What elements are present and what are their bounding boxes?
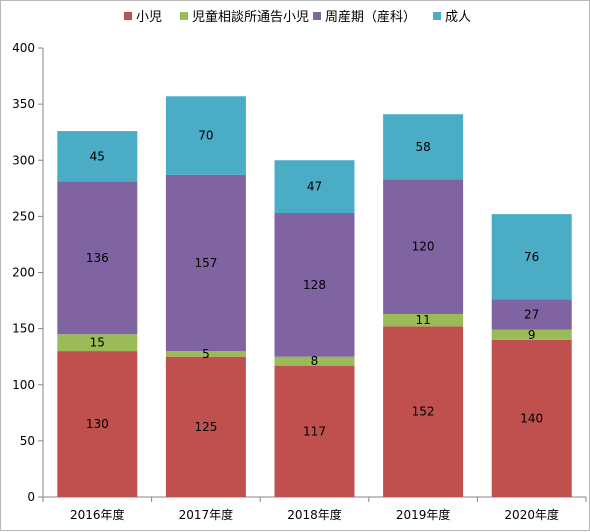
data-label: 45 bbox=[90, 149, 105, 163]
bar-segment bbox=[274, 160, 355, 214]
legend-swatch bbox=[124, 12, 132, 20]
y-tick-label: 400 bbox=[12, 41, 35, 55]
bar-segment bbox=[274, 365, 355, 497]
y-tick-label: 350 bbox=[12, 97, 35, 111]
legend-label: 成人 bbox=[445, 10, 471, 25]
data-label: 130 bbox=[86, 417, 109, 431]
bar-segment bbox=[491, 214, 572, 300]
bars bbox=[57, 96, 572, 497]
data-label: 120 bbox=[412, 240, 435, 254]
bar-segment bbox=[165, 174, 246, 352]
data-label: 136 bbox=[86, 251, 109, 265]
data-label: 58 bbox=[415, 140, 430, 154]
y-tick-label: 200 bbox=[12, 266, 35, 280]
bar-segment bbox=[165, 356, 246, 497]
data-label: 117 bbox=[303, 424, 326, 438]
legend-swatch bbox=[313, 12, 321, 20]
x-tick-label: 2017年度 bbox=[179, 507, 234, 522]
bar-segment bbox=[491, 329, 572, 340]
data-labels: 130 15 136 45 125 5 157 70 117 8 128 47 152 11 120 58 14… bbox=[86, 129, 543, 439]
y-tick-label: 250 bbox=[12, 209, 35, 223]
x-tick-label: 2020年度 bbox=[504, 507, 559, 522]
data-label: 9 bbox=[528, 328, 536, 342]
data-label: 5 bbox=[202, 347, 210, 361]
y-tick-label: 50 bbox=[20, 434, 35, 448]
data-label: 27 bbox=[524, 308, 539, 322]
bar-segment bbox=[491, 339, 572, 497]
data-label: 125 bbox=[194, 420, 217, 434]
data-label: 11 bbox=[415, 313, 430, 327]
data-label: 70 bbox=[198, 129, 213, 143]
legend-label: 周産期（産科） bbox=[325, 9, 416, 25]
y-tick-label: 100 bbox=[12, 378, 35, 392]
bar-segment bbox=[274, 213, 355, 357]
data-label: 152 bbox=[412, 405, 435, 419]
bar-segment bbox=[383, 326, 464, 497]
legend-label: 児童相談所通告小児 bbox=[192, 9, 309, 25]
y-tick-label: 150 bbox=[12, 322, 35, 336]
legend-label: 小児 bbox=[136, 10, 162, 25]
data-label: 15 bbox=[90, 336, 105, 350]
bar-segment bbox=[57, 181, 138, 335]
data-label: 157 bbox=[194, 256, 217, 270]
bar-segment bbox=[57, 334, 138, 352]
bar-segment bbox=[165, 96, 246, 175]
y-tick-label: 0 bbox=[27, 490, 35, 504]
x-tick-label: 2018年度 bbox=[287, 507, 342, 522]
data-label: 47 bbox=[307, 180, 322, 194]
bar-segment bbox=[491, 299, 572, 330]
bar-segment bbox=[274, 356, 355, 366]
data-label: 128 bbox=[303, 278, 326, 292]
legend-swatch bbox=[180, 12, 188, 20]
bar-segment bbox=[57, 351, 138, 497]
data-label: 8 bbox=[311, 354, 319, 368]
bar-segment bbox=[383, 114, 464, 180]
axes: 0 50 100 150 200 250 300 350 400 2016年度 2017年度 2018… bbox=[12, 41, 587, 522]
bar-segment bbox=[383, 179, 464, 315]
bar-segment bbox=[57, 131, 138, 182]
x-tick-label: 2016年度 bbox=[70, 507, 125, 522]
data-label: 76 bbox=[524, 250, 539, 264]
x-tick-label: 2019年度 bbox=[396, 507, 451, 522]
y-tick-label: 300 bbox=[12, 153, 35, 167]
legend-swatch bbox=[433, 12, 441, 20]
data-label: 140 bbox=[520, 411, 543, 425]
bar-segment bbox=[165, 351, 246, 357]
legend: 小児 児童相談所通告小児 周産期（産科） 成人 bbox=[124, 9, 471, 25]
bar-segment bbox=[383, 314, 464, 327]
